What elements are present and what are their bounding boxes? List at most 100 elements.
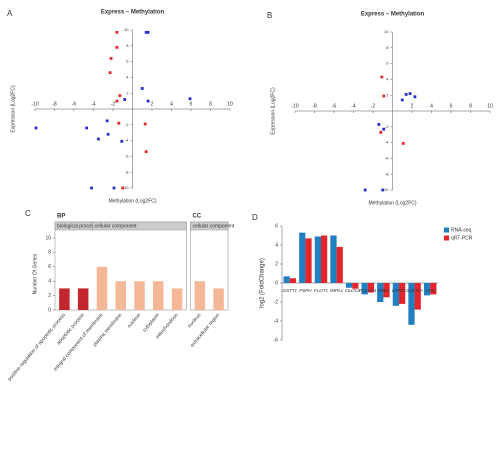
point (121, 186, 125, 190)
group-label: biological process (57, 223, 97, 229)
bar (377, 283, 384, 302)
group-label: cellular component (95, 223, 138, 229)
y-tick-label: 4 (386, 76, 389, 81)
bar (321, 235, 328, 283)
bar (213, 288, 224, 310)
point (109, 57, 113, 60)
y-tick-label: -4 (274, 318, 279, 324)
point (382, 94, 386, 98)
point (363, 188, 367, 192)
x-tick-label: 2 (411, 103, 414, 109)
point (115, 30, 119, 34)
bar (383, 283, 390, 298)
y-axis-label: Expression (Log2FC) (10, 85, 16, 133)
legend-swatch (444, 235, 449, 241)
x-tick-label: -4 (91, 101, 96, 107)
facet-title: CC (192, 214, 201, 220)
bar (330, 235, 337, 283)
bar (361, 283, 368, 295)
point (123, 98, 127, 101)
bar (153, 281, 164, 310)
y-tick-label: -8 (385, 171, 389, 176)
point (90, 186, 93, 190)
x-tick-label: 8 (209, 101, 212, 107)
y-tick-label: 6 (126, 59, 129, 64)
point (377, 123, 381, 126)
y-tick-label: 4 (275, 242, 278, 248)
y-tick-label: 2 (275, 261, 278, 267)
x-tick-label: PDE4 (378, 288, 390, 293)
x-axis-label: Methylation (Log2FC) (108, 198, 156, 204)
point (115, 45, 119, 49)
x-tick-label: PSPH (299, 288, 312, 293)
bar (289, 278, 297, 283)
point (379, 130, 383, 134)
x-tick-label: -10 (291, 103, 298, 109)
y-tick-label: 6 (48, 264, 51, 270)
x-tick-label: PLXNA4 (359, 288, 377, 293)
x-tick-label: GSTT1 (283, 288, 298, 293)
bar (314, 236, 321, 283)
point (381, 188, 385, 192)
x-tick-label: 10 (227, 101, 233, 107)
bar (345, 283, 353, 288)
point (143, 122, 147, 126)
x-tick-label: SULT1A (406, 288, 423, 293)
bar (59, 288, 70, 310)
x-axis-label: Methylation (Log2FC) (368, 200, 416, 206)
y-tick-label: -6 (125, 153, 129, 158)
legend-label: qRT-PCR (451, 235, 473, 241)
bar (305, 238, 312, 283)
x-tick-label: Cox7c2 (345, 288, 361, 293)
y-tick-label: -10 (123, 185, 130, 190)
point (146, 30, 150, 34)
y-tick-label: -4 (125, 138, 129, 143)
legend-label: RNA-seq (451, 227, 472, 233)
point (85, 126, 89, 130)
y-tick-label: 0 (275, 280, 278, 286)
x-tick-label: -2 (111, 101, 116, 107)
chart-title: Express – Methylation (101, 10, 165, 16)
bar (367, 283, 375, 293)
point (404, 93, 408, 96)
x-tick-label: nucleus (187, 312, 203, 329)
point (400, 98, 404, 102)
point (108, 71, 112, 75)
bar (414, 283, 421, 310)
point (144, 30, 148, 34)
x-tick-label: LRFN1 (392, 288, 407, 293)
point (146, 99, 150, 103)
y-tick-label: -6 (385, 155, 389, 160)
point (413, 95, 417, 99)
x-tick-label: -8 (312, 103, 317, 109)
bar (96, 266, 108, 310)
panel-label: D (252, 213, 258, 222)
y-tick-label: 8 (48, 250, 51, 256)
point (106, 132, 110, 136)
x-tick-label: Crot (426, 288, 435, 293)
x-tick-label: positive regulation of apoptotic process (7, 312, 67, 382)
x-tick-label: nucleus (126, 312, 142, 329)
bar (336, 246, 343, 283)
bar (115, 281, 126, 310)
point (115, 99, 119, 103)
point (117, 121, 121, 125)
bar (392, 283, 399, 306)
x-tick-label: -6 (72, 101, 77, 107)
bar (194, 281, 206, 310)
y-tick-label: 2 (48, 293, 51, 299)
y-tick-label: 4 (126, 74, 129, 79)
point (144, 150, 148, 154)
bar (299, 232, 306, 283)
y-tick-label: -2 (125, 122, 129, 127)
point (408, 92, 412, 96)
y-tick-label: -8 (125, 169, 129, 174)
group-label: cellular component (192, 223, 235, 229)
group-strip (190, 221, 229, 231)
point (105, 119, 109, 123)
bar (283, 276, 290, 283)
group-strip (92, 221, 187, 231)
panel-label: C (25, 209, 31, 218)
point (188, 97, 192, 101)
